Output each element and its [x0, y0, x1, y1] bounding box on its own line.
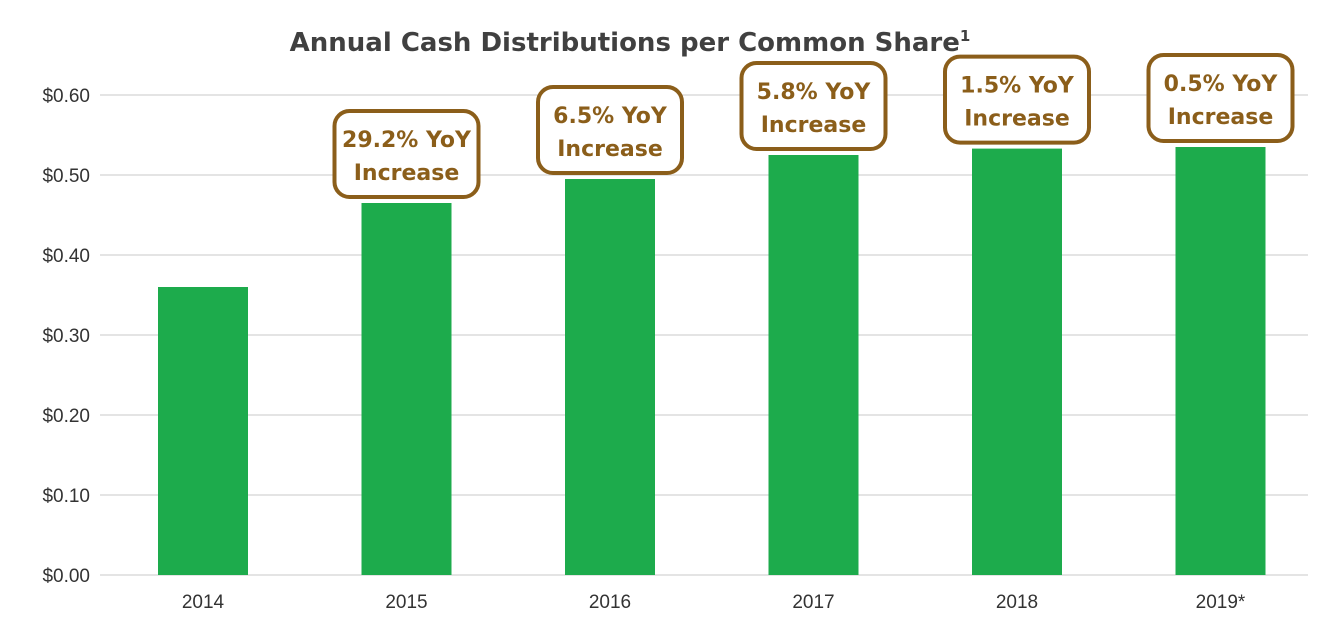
bar [158, 287, 248, 575]
annotation-line1: 0.5% YoY [1164, 72, 1279, 97]
y-tick-label: $0.00 [42, 566, 90, 587]
annotation-line2: Increase [354, 161, 460, 186]
annotation-callout: 0.5% YoY Increase [1146, 53, 1295, 143]
bar [972, 148, 1062, 575]
x-tick-label: 2018 [996, 592, 1038, 613]
x-tick-label: 2019* [1196, 592, 1246, 613]
chart-title-superscript: 1 [960, 27, 970, 45]
annotation-line1: 6.5% YoY [553, 104, 668, 129]
annotation-callout: 1.5% YoY Increase [943, 54, 1091, 145]
annotation-box [536, 85, 684, 175]
gridlines [100, 94, 1308, 576]
annotation-box [332, 109, 481, 199]
annotation-callout: 29.2% YoY Increase [332, 109, 481, 199]
annotation-line2: Increase [1168, 105, 1274, 130]
bar [565, 179, 655, 575]
x-tick-label: 2016 [589, 592, 631, 613]
annotation-line1: 29.2% YoY [342, 128, 472, 153]
annotation-line1: 1.5% YoY [960, 74, 1075, 99]
annotation-box [1146, 53, 1295, 143]
y-tick-label: $0.20 [42, 406, 90, 427]
annotation-box [943, 54, 1091, 145]
x-tick-label: 2014 [182, 592, 225, 613]
x-axis-ticks: 2014 2015 2016 2017 2018 2019* [182, 592, 1246, 613]
annotation-line1: 5.8% YoY [757, 80, 872, 105]
annotation-box [739, 61, 888, 151]
bars [158, 147, 1266, 575]
chart-title-text: Annual Cash Distributions per Common Sha… [290, 28, 960, 58]
y-tick-label: $0.50 [42, 166, 90, 187]
bar [361, 203, 452, 575]
chart-title: Annual Cash Distributions per Common Sha… [290, 27, 971, 58]
y-tick-label: $0.10 [42, 486, 90, 507]
y-tick-label: $0.40 [42, 246, 90, 267]
y-tick-label: $0.30 [42, 326, 90, 347]
y-axis-ticks: $0.00 $0.10 $0.20 $0.30 $0.40 $0.50 $0.60 [42, 86, 90, 587]
annotation-callout: 6.5% YoY Increase [536, 85, 684, 175]
annotation-line2: Increase [557, 137, 663, 162]
annotation-line2: Increase [761, 113, 867, 138]
bar [1175, 147, 1266, 575]
x-tick-label: 2015 [385, 592, 427, 613]
annotation-line2: Increase [964, 107, 1070, 132]
y-tick-label: $0.60 [42, 86, 90, 107]
annotation-callout: 5.8% YoY Increase [739, 61, 888, 151]
bar [768, 155, 859, 575]
x-tick-label: 2017 [792, 592, 834, 613]
